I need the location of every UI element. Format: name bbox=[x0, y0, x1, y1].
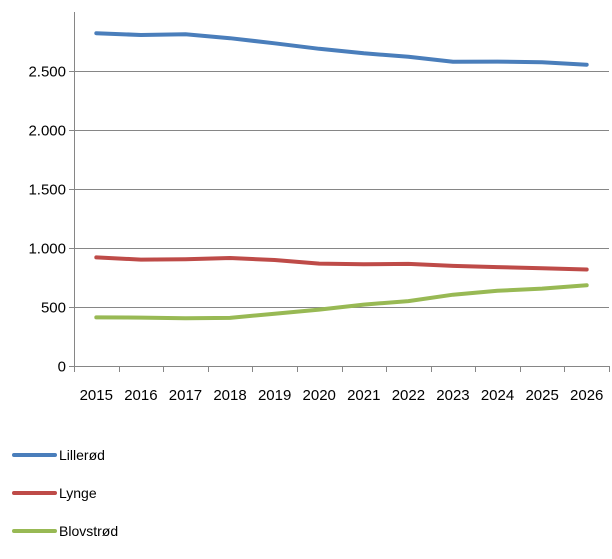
legend: Lillerød Lynge Blovstrød bbox=[12, 445, 118, 559]
series-line-1 bbox=[94, 31, 589, 67]
x-tick-label: 2019 bbox=[258, 387, 291, 404]
series-lines bbox=[94, 31, 589, 321]
legend-item-lillerod: Lillerød bbox=[12, 445, 118, 465]
gridlines bbox=[74, 71, 609, 308]
x-tick-label: 2015 bbox=[80, 387, 113, 404]
x-tick-label: 2018 bbox=[213, 387, 246, 404]
x-tick-label: 2022 bbox=[392, 387, 425, 404]
x-tick-label: 2016 bbox=[124, 387, 157, 404]
series-line-2 bbox=[94, 255, 589, 272]
legend-item-blovstrod: Blovstrød bbox=[12, 521, 118, 541]
y-tick-label: 1.500 bbox=[28, 182, 66, 199]
legend-swatch-lynge bbox=[12, 491, 57, 495]
y-tick-label: 500 bbox=[41, 300, 66, 317]
y-tick-label: 0 bbox=[58, 359, 66, 376]
series-line-3 bbox=[94, 283, 589, 321]
x-tick-label: 2024 bbox=[481, 387, 514, 404]
axes bbox=[69, 12, 610, 372]
tick-labels: 0 500 1.000 1.500 2.000 2.500 2015 2016 2017 2018… bbox=[28, 64, 603, 405]
x-tick-label: 2017 bbox=[169, 387, 202, 404]
x-tick-label: 2026 bbox=[570, 387, 603, 404]
y-tick-label: 2.500 bbox=[28, 64, 66, 81]
legend-label-lynge: Lynge bbox=[59, 485, 97, 501]
legend-label-blovstrod: Blovstrød bbox=[59, 523, 119, 539]
x-tick-label: 2023 bbox=[436, 387, 469, 404]
x-tick-label: 2025 bbox=[525, 387, 558, 404]
legend-swatch-lillerod bbox=[12, 453, 57, 457]
x-tick-label: 2021 bbox=[347, 387, 380, 404]
legend-label-lillerod: Lillerød bbox=[59, 447, 105, 463]
y-tick-label: 2.000 bbox=[28, 123, 66, 140]
line-chart: 0 500 1.000 1.500 2.000 2.500 2015 2016 2017 2018… bbox=[28, 12, 610, 405]
x-tick-label: 2020 bbox=[303, 387, 336, 404]
legend-item-lynge: Lynge bbox=[12, 483, 118, 503]
y-tick-label: 1.000 bbox=[28, 241, 66, 258]
legend-swatch-blovstrod bbox=[12, 529, 57, 533]
